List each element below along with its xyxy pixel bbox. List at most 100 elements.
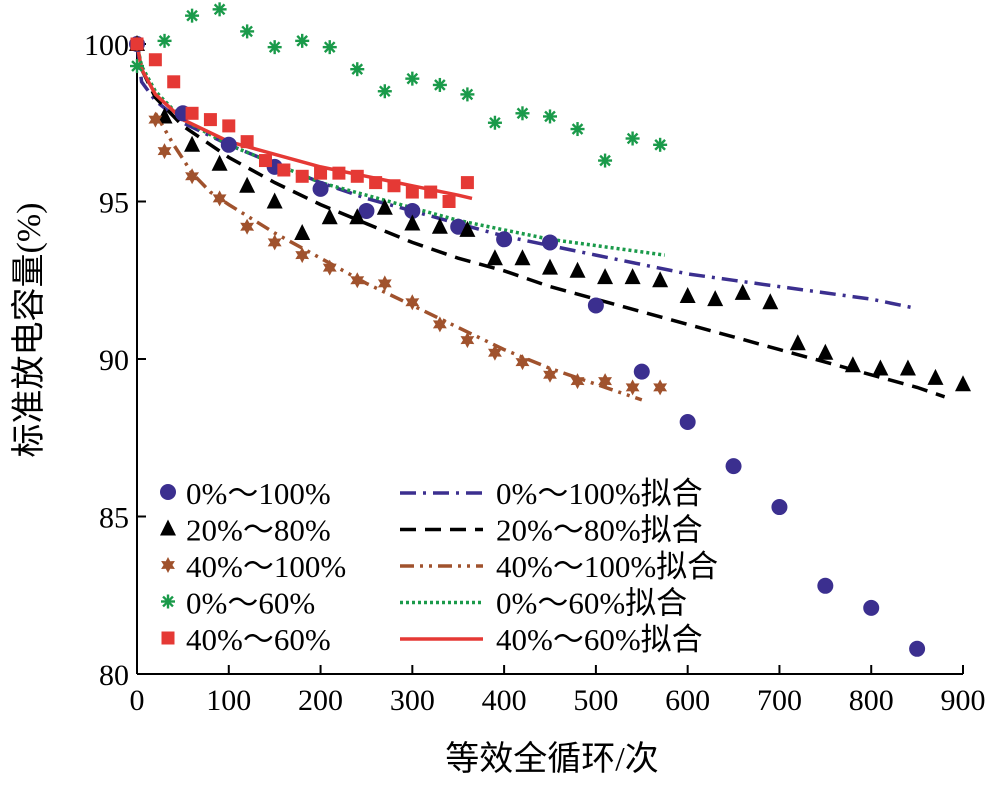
y-tick-label: 100 [84, 29, 129, 62]
point-circle [909, 640, 926, 657]
legend-label: 0%～60%拟合 [496, 586, 687, 621]
point-triangle [431, 217, 448, 234]
point-circle [358, 202, 375, 219]
point-asterisk [350, 62, 365, 77]
legend-label: 0%～100% [186, 476, 331, 511]
fit-lines [135, 43, 946, 402]
ticks: 0 100 200 300 400 500 600 700 800 900 80 85 90 95 100 [84, 29, 986, 717]
point-square [185, 106, 199, 120]
legend-label: 0%～60% [186, 586, 315, 621]
y-tick-label: 80 [99, 659, 129, 692]
x-tick-label: 400 [482, 684, 527, 717]
point-triangle [184, 135, 201, 152]
x-tick-label: 700 [757, 684, 802, 717]
point-asterisk [212, 2, 227, 17]
point-circle [496, 231, 513, 248]
point-star [322, 259, 337, 276]
point-star [570, 373, 585, 390]
point-triangle [597, 268, 614, 285]
x-tick-label: 600 [665, 684, 710, 717]
point-circle [771, 499, 788, 516]
point-triangle [652, 271, 669, 288]
point-star [295, 247, 310, 264]
point-square [258, 154, 272, 168]
point-square [424, 185, 438, 199]
point-asterisk [515, 106, 530, 121]
legend-marker [161, 557, 175, 573]
point-star [543, 366, 557, 383]
point-circle [404, 202, 421, 219]
legend-label: 40%～60% [186, 622, 331, 657]
legend-label: 40%～100% [186, 549, 346, 584]
legend-marker [160, 519, 176, 536]
y-tick-label: 90 [99, 344, 129, 377]
point-asterisk [460, 87, 475, 102]
point-triangle [404, 214, 421, 231]
point-asterisk [570, 122, 585, 137]
point-square [148, 53, 162, 67]
point-triangle [817, 343, 834, 360]
point-circle [725, 458, 742, 475]
point-square [295, 169, 309, 183]
point-triangle [486, 249, 503, 266]
point-circle [542, 234, 558, 251]
x-tick-label: 0 [130, 684, 145, 717]
point-square [387, 179, 401, 193]
x-tick-label: 200 [298, 684, 343, 717]
point-triangle [294, 224, 311, 240]
y-tick-label: 95 [99, 187, 129, 220]
point-triangle [376, 198, 393, 215]
point-triangle [459, 220, 476, 237]
point-circle [633, 363, 650, 380]
point-triangle [266, 192, 283, 209]
fit-line-1 [135, 43, 946, 399]
x-axis-label: 等效全循环/次 [445, 740, 658, 778]
point-circle [450, 218, 467, 235]
point-square [277, 163, 291, 177]
legend: 0%～100%20%～80%40%～100%0%～60%40%～60% 0%～10… [160, 476, 718, 657]
legend-label: 40%～100%拟合 [496, 549, 718, 584]
point-triangle [514, 249, 531, 266]
point-star [185, 168, 199, 185]
point-star [515, 354, 530, 371]
point-star [460, 332, 475, 349]
point-square [369, 176, 383, 190]
point-star [377, 275, 392, 292]
point-circle [679, 414, 696, 430]
point-triangle [624, 268, 641, 285]
point-asterisk [240, 24, 255, 39]
fit-line-3 [135, 43, 665, 257]
point-triangle [899, 359, 916, 376]
fit-line-0 [135, 43, 918, 311]
point-star [148, 111, 163, 128]
point-star [157, 143, 172, 160]
y-axis-label: 标准放电容量(%) [10, 203, 48, 458]
point-asterisk [157, 33, 172, 48]
x-tick-label: 100 [206, 684, 251, 717]
point-triangle [872, 359, 889, 376]
point-triangle [349, 208, 366, 225]
point-triangle [734, 283, 751, 300]
point-square [240, 135, 254, 149]
point-circle [587, 297, 604, 314]
point-square [442, 195, 456, 208]
point-square [167, 75, 181, 89]
point-triangle [927, 368, 944, 385]
point-square [332, 166, 346, 180]
point-asterisk [130, 59, 144, 74]
point-star [212, 190, 227, 207]
point-asterisk [377, 84, 392, 99]
point-asterisk [185, 8, 200, 23]
point-star [240, 218, 255, 235]
point-star [598, 373, 612, 390]
legend-label: 40%～60%拟合 [496, 622, 703, 657]
point-star [267, 234, 282, 251]
point-asterisk [405, 71, 420, 86]
point-asterisk [598, 153, 613, 168]
x-tick-label: 900 [941, 684, 986, 717]
point-circle [220, 136, 237, 153]
point-square [314, 166, 328, 180]
point-square [350, 169, 364, 183]
legend-marker [161, 594, 175, 609]
legend-label: 20%～80%拟合 [496, 513, 703, 548]
